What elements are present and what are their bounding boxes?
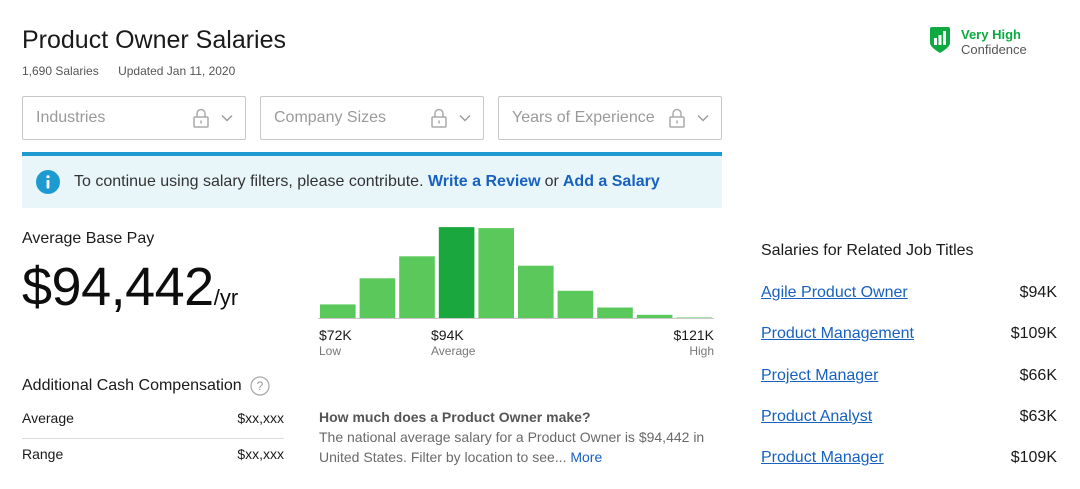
related-job-pay: $109K <box>1010 325 1057 342</box>
base-pay-amount: $94,442 <box>22 257 214 317</box>
filter-label: Years of Experience <box>512 109 655 126</box>
chevron-down-icon <box>221 115 233 122</box>
additional-cash-label: Additional Cash Compensation <box>22 377 242 394</box>
contribute-notice: To continue using salary filters, please… <box>22 152 722 208</box>
related-job-link[interactable]: Agile Product Owner <box>761 284 908 301</box>
histogram-bar <box>399 256 435 319</box>
svg-text:?: ? <box>256 379 263 393</box>
updated-date: Updated Jan 11, 2020 <box>118 64 236 78</box>
average-base-pay-value: $94,442/yr <box>22 256 238 318</box>
histogram-chart <box>320 227 712 319</box>
histogram-bar <box>597 307 633 319</box>
lock-icon <box>193 108 209 128</box>
related-job-row: Project Manager $66K <box>761 367 1057 385</box>
filter-label: Industries <box>36 109 106 126</box>
bar-chart-shield-icon <box>930 27 950 53</box>
row-label: Average <box>22 410 74 426</box>
related-job-pay: $63K <box>1019 408 1057 425</box>
histogram-baseline <box>318 318 714 319</box>
high-caption: High <box>689 344 714 358</box>
related-job-row: Agile Product Owner $94K <box>761 284 1057 302</box>
info-icon <box>36 170 60 194</box>
related-jobs-title: Salaries for Related Job Titles <box>761 242 974 259</box>
lock-icon <box>669 108 685 128</box>
industries-filter[interactable]: Industries <box>22 96 246 140</box>
row-value: $xx,xxx <box>237 410 284 426</box>
high-value: $121K <box>673 327 714 343</box>
additional-cash-row: Range $xx,xxx <box>22 446 284 462</box>
related-job-pay: $109K <box>1010 449 1057 466</box>
low-value: $72K <box>319 327 352 343</box>
page-meta: 1,690 Salaries Updated Jan 11, 2020 <box>22 64 235 78</box>
histogram-bar <box>557 290 594 319</box>
salary-faq: How much does a Product Owner make? The … <box>319 407 719 467</box>
lock-icon <box>431 108 447 128</box>
page-title: Product Owner Salaries <box>22 26 287 54</box>
chevron-down-icon <box>459 115 471 122</box>
histogram-bar <box>320 304 356 319</box>
notice-text: To continue using salary filters, please… <box>74 173 424 190</box>
confidence-level: Very High <box>961 27 1021 42</box>
confidence-label: Confidence <box>961 42 1027 57</box>
faq-answer: The national average salary for a Produc… <box>319 429 705 465</box>
average-caption: Average <box>431 344 476 358</box>
histogram-bar <box>518 265 554 319</box>
additional-cash-row: Average $xx,xxx <box>22 410 284 439</box>
faq-question: How much does a Product Owner make? <box>319 409 591 425</box>
faq-answer-block: The national average salary for a Produc… <box>319 427 719 467</box>
average-base-pay-label: Average Base Pay <box>22 230 155 247</box>
more-link[interactable]: More <box>570 449 603 465</box>
add-salary-link[interactable]: Add a Salary <box>562 173 660 190</box>
related-job-link[interactable]: Product Management <box>761 325 914 342</box>
related-job-link[interactable]: Project Manager <box>761 367 879 384</box>
row-label: Range <box>22 446 64 462</box>
related-job-row: Product Management $109K <box>761 325 1057 343</box>
related-job-row: Product Analyst $63K <box>761 408 1057 426</box>
salary-count: 1,690 Salaries <box>22 64 99 78</box>
base-pay-unit: /yr <box>213 285 239 310</box>
row-value: $xx,xxx <box>237 446 284 462</box>
notice-or: or <box>544 173 559 190</box>
histogram-bar <box>478 228 514 319</box>
low-salary-label: $72K Low <box>319 327 352 359</box>
histogram-bar-average <box>438 227 475 319</box>
related-job-pay: $66K <box>1019 367 1057 384</box>
filter-bar: Industries Company Sizes Years of Experi… <box>22 96 722 140</box>
chevron-down-icon <box>697 115 709 122</box>
help-icon[interactable]: ? <box>250 376 270 396</box>
related-job-pay: $94K <box>1019 284 1057 301</box>
average-salary-label: $94K Average <box>431 327 475 359</box>
related-job-link[interactable]: Product Analyst <box>761 408 873 425</box>
histogram-bar <box>636 314 673 319</box>
low-caption: Low <box>319 344 342 358</box>
years-of-experience-filter[interactable]: Years of Experience <box>498 96 722 140</box>
additional-cash-title: Additional Cash Compensation ? <box>22 376 270 396</box>
histogram-bar <box>359 278 396 319</box>
high-salary-label: $121K High <box>650 327 714 359</box>
confidence-badge: Very High Confidence <box>930 27 1027 57</box>
write-review-link[interactable]: Write a Review <box>427 173 541 190</box>
company-sizes-filter[interactable]: Company Sizes <box>260 96 484 140</box>
salary-histogram <box>318 225 714 319</box>
filter-label: Company Sizes <box>274 109 387 126</box>
average-value: $94K <box>431 327 464 343</box>
related-job-link[interactable]: Product Manager <box>761 449 884 466</box>
related-job-row: Product Manager $109K <box>761 449 1057 467</box>
